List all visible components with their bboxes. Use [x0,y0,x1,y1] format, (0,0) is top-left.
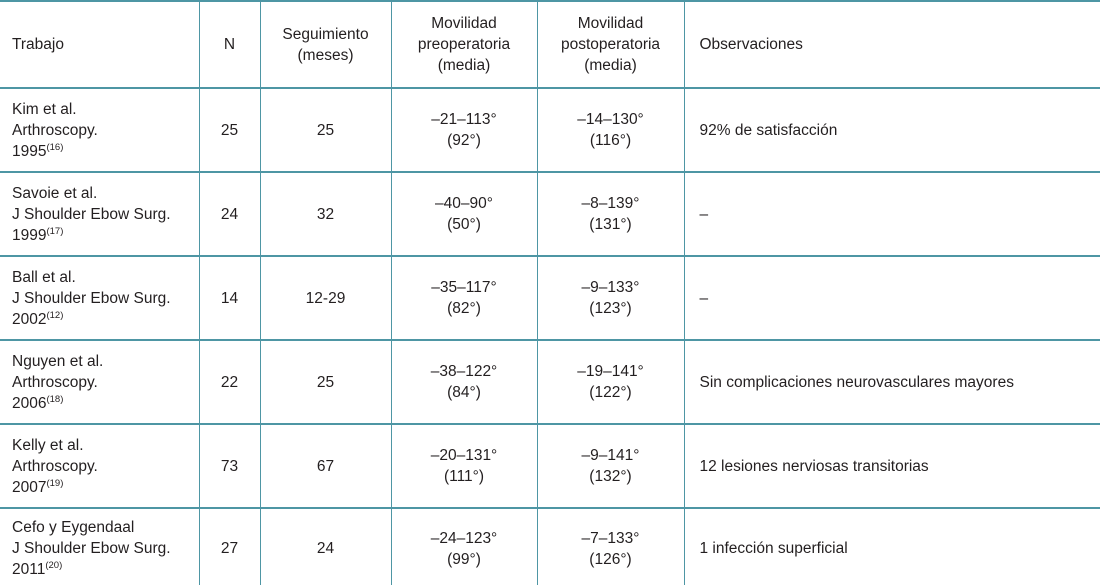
preop-cell: –40–90° (50°) [390,172,537,257]
postop-cell: –9–141° (132°) [536,424,684,509]
header-postop: Movilidad postoperatoria (media) [536,1,684,89]
study-year-line: 2006(18) [12,393,64,412]
study-year-line: 2011(20) [12,560,63,578]
seguimiento-cell: 67 [259,424,391,509]
trabajo-cell: Kim et al. Arthroscopy. 1995(16) [0,88,199,173]
study-citation: Nguyen et al. Arthroscopy. [12,352,104,391]
table-row: Nguyen et al. Arthroscopy. 2006(18) 22 2… [0,340,1100,425]
table-row: Kim et al. Arthroscopy. 1995(16) 25 25 –… [0,88,1100,173]
study-citation: Ball et al. J Shoulder Ebow Surg. [12,268,171,307]
reference-superscript: (12) [46,309,64,321]
study-year-line: 1999(17) [12,225,64,244]
table-row: Ball et al. J Shoulder Ebow Surg. 2002(1… [0,256,1100,341]
header-seguimiento: Seguimiento (meses) [259,1,391,89]
n-cell: 73 [198,424,260,509]
postop-cell: –19–141° (122°) [536,340,684,425]
n-cell: 25 [198,88,260,173]
observaciones-cell: – [683,256,1100,341]
preop-cell: –21–113° (92°) [390,88,537,173]
header-n: N [198,1,260,89]
header-observaciones: Observaciones [683,1,1100,89]
observaciones-cell: 12 lesiones nerviosas transitorias [683,424,1100,509]
table-row: Savoie et al. J Shoulder Ebow Surg. 1999… [0,172,1100,257]
observaciones-cell: – [683,172,1100,257]
reference-superscript: (17) [46,225,64,237]
header-row: Trabajo N Seguimiento (meses) Movilidad … [0,1,1100,89]
trabajo-cell: Savoie et al. J Shoulder Ebow Surg. 1999… [0,172,199,257]
seguimiento-cell: 12-29 [259,256,391,341]
observaciones-cell: 92% de satisfacción [683,88,1100,173]
preop-cell: –35–117° (82°) [390,256,537,341]
trabajo-cell: Ball et al. J Shoulder Ebow Surg. 2002(1… [0,256,199,341]
preop-cell: –38–122° (84°) [390,340,537,425]
study-year-line: 2007(19) [12,477,64,496]
study-citation: Kelly et al. Arthroscopy. [12,436,98,475]
seguimiento-cell: 24 [259,508,391,585]
study-citation: Savoie et al. J Shoulder Ebow Surg. [12,184,171,223]
postop-cell: –7–133° (126°) [536,508,684,585]
table-header: Trabajo N Seguimiento (meses) Movilidad … [0,1,1100,89]
observaciones-cell: Sin complicaciones neurovasculares mayor… [683,340,1100,425]
study-citation: Cefo y Eygendaal J Shoulder Ebow Surg. [12,519,171,557]
study-citation: Kim et al. Arthroscopy. [12,100,98,139]
header-trabajo: Trabajo [0,1,199,89]
seguimiento-cell: 25 [259,340,391,425]
postop-cell: –9–133° (123°) [536,256,684,341]
seguimiento-cell: 25 [259,88,391,173]
reference-superscript: (20) [45,560,63,571]
preop-cell: –20–131° (111°) [390,424,537,509]
preop-cell: –24–123° (99°) [390,508,537,585]
postop-cell: –14–130° (116°) [536,88,684,173]
seguimiento-cell: 32 [259,172,391,257]
n-cell: 22 [198,340,260,425]
reference-superscript: (19) [46,477,64,489]
n-cell: 27 [198,508,260,585]
table-body: Kim et al. Arthroscopy. 1995(16) 25 25 –… [0,88,1100,585]
n-cell: 14 [198,256,260,341]
reference-superscript: (16) [46,141,64,153]
trabajo-cell: Kelly et al. Arthroscopy. 2007(19) [0,424,199,509]
trabajo-cell: Nguyen et al. Arthroscopy. 2006(18) [0,340,199,425]
n-cell: 24 [198,172,260,257]
observaciones-cell: 1 infección superficial [683,508,1100,585]
reference-superscript: (18) [46,393,64,405]
table-row: Cefo y Eygendaal J Shoulder Ebow Surg. 2… [0,508,1100,585]
header-preop: Movilidad preoperatoria (media) [390,1,537,89]
postop-cell: –8–139° (131°) [536,172,684,257]
trabajo-cell: Cefo y Eygendaal J Shoulder Ebow Surg. 2… [0,508,199,585]
table-row: Kelly et al. Arthroscopy. 2007(19) 73 67… [0,424,1100,509]
study-year-line: 1995(16) [12,141,64,160]
study-year-line: 2002(12) [12,309,64,328]
